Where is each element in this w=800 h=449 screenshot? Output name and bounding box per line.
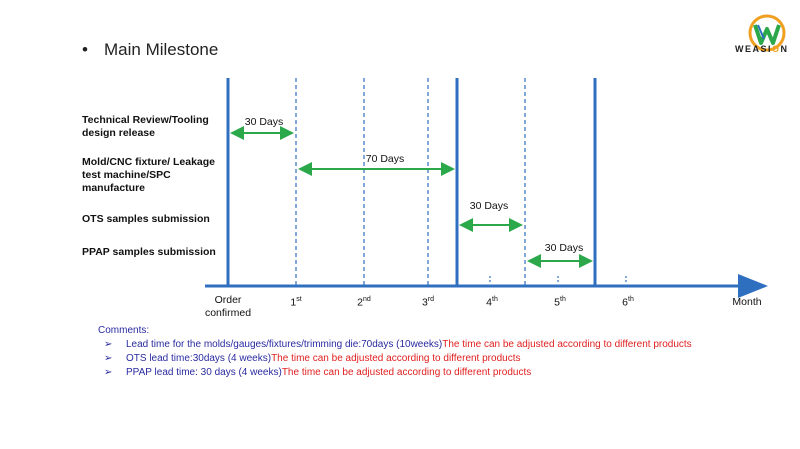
arrow-bullet-icon: ➢ xyxy=(104,353,113,364)
axis-label-5th: 5th xyxy=(554,296,566,309)
comment-item: ➢ PPAP lead time: 30 days (4 weeks)The ti… xyxy=(98,366,692,380)
logo-text: WEASION xyxy=(735,44,789,54)
axis-label-6th: 6th xyxy=(622,296,634,309)
bullet-icon: • xyxy=(82,40,88,59)
weasion-logo xyxy=(748,14,786,52)
comment-blue-text: Lead time for the molds/gauges/fixtures/… xyxy=(126,339,443,350)
row-label-ppap: PPAP samples submission xyxy=(82,246,216,258)
axis-label-3rd: 3rd xyxy=(421,296,435,309)
axis-label-order-confirmed: Order confirmed xyxy=(204,294,252,319)
row-label-mold-cnc: Mold/CNC fixture/ Leakage test machine/S… xyxy=(82,156,216,194)
arrow-bullet-icon: ➢ xyxy=(104,367,113,378)
axis-label-4th: 4th xyxy=(486,296,498,309)
comment-item: ➢ Lead time for the molds/gauges/fixtures… xyxy=(98,338,692,352)
comment-blue-text: OTS lead time:30days (4 weeks) xyxy=(126,353,272,364)
duration-label-2: 70 Days xyxy=(366,153,405,165)
row-label-ots: OTS samples submission xyxy=(82,213,210,225)
comment-item: ➢ OTS lead time:30days (4 weeks)The time … xyxy=(98,352,692,366)
comment-blue-text: PPAP lead time: 30 days (4 weeks) xyxy=(126,367,282,378)
comments-heading: Comments: xyxy=(98,325,150,336)
arrow-bullet-icon: ➢ xyxy=(104,339,113,350)
axis-label-month: Month xyxy=(732,296,762,308)
duration-label-3: 30 Days xyxy=(470,200,509,212)
comment-red-text: The time can be adjusted according to di… xyxy=(271,353,521,364)
duration-label-1: 30 Days xyxy=(245,116,284,128)
row-label-technical-review: Technical Review/Tooling design release xyxy=(82,114,209,139)
axis-label-2nd: 2nd xyxy=(357,296,371,309)
page-title-text: Main Milestone xyxy=(104,40,219,59)
comments-block: Comments: ➢ Lead time for the molds/gauge… xyxy=(98,324,692,380)
comment-red-text: The time can be adjusted according to di… xyxy=(442,339,692,350)
comment-red-text: The time can be adjusted according to di… xyxy=(281,367,532,378)
page-title: • Main Milestone xyxy=(82,40,218,60)
axis-label-1st: 1st xyxy=(290,296,302,309)
duration-label-4: 30 Days xyxy=(545,242,584,254)
